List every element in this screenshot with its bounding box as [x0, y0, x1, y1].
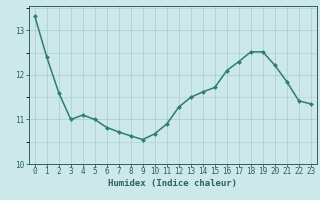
X-axis label: Humidex (Indice chaleur): Humidex (Indice chaleur) — [108, 179, 237, 188]
